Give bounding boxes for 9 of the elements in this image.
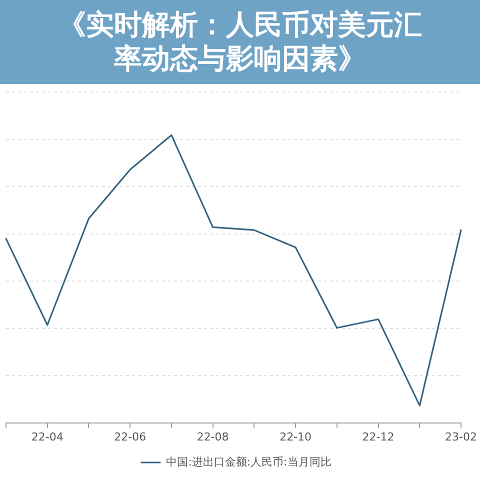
x-tick-label: 22-06: [114, 430, 146, 444]
legend-label: 中国:进出口金额:人民币:当月同比: [166, 455, 332, 468]
x-tick-label: 22-04: [31, 430, 64, 444]
x-tick-label: 22-08: [196, 430, 229, 444]
banner: 《实时解析：人民币对美元汇率动态与影响因素》: [0, 0, 480, 84]
x-tick-label: 23-02: [445, 430, 478, 444]
x-tick-label: 22-10: [280, 430, 312, 444]
chart-title: 《实时解析：人民币对美元汇率动态与影响因素》: [57, 8, 423, 76]
x-tick-label: 22-12: [362, 430, 394, 444]
